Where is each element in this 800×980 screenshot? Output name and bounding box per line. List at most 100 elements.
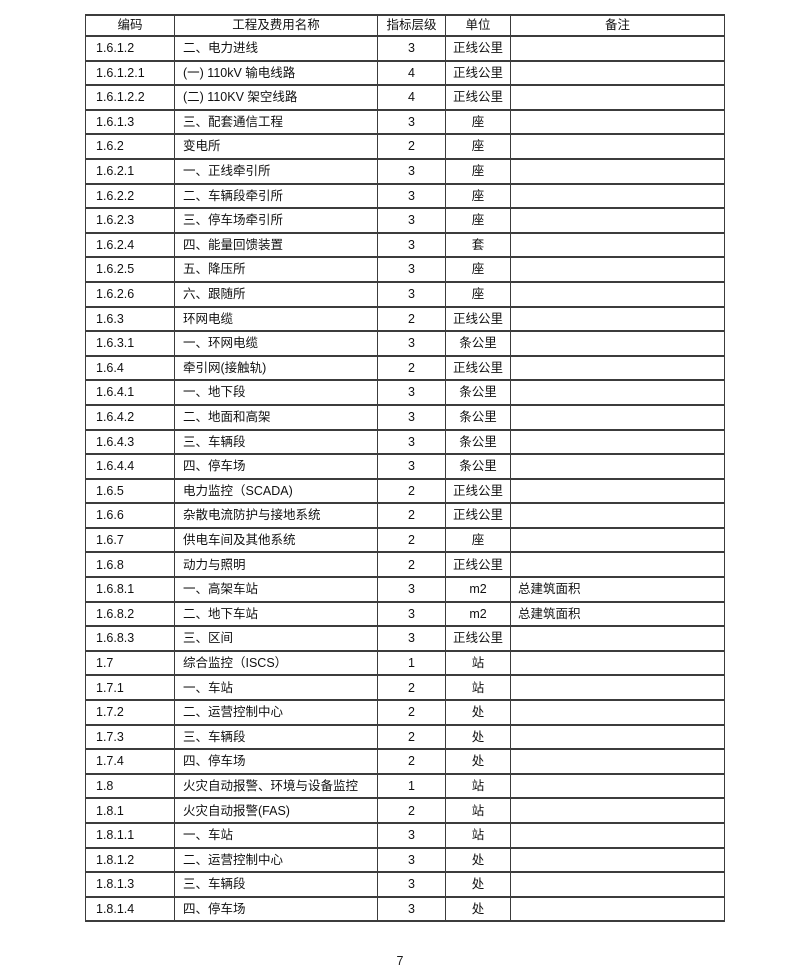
cell-unit: 座 <box>445 280 511 308</box>
cell-unit: 站 <box>445 674 511 702</box>
cell-level: 3 <box>377 600 446 628</box>
table-row: 1.6.2.5 五、降压所 3 座 <box>85 256 725 283</box>
cell-unit: 正线公里 <box>445 35 511 62</box>
cell-level: 3 <box>377 207 446 234</box>
cell-level: 3 <box>377 428 446 456</box>
cell-code: 1.6.4.3 <box>85 428 175 456</box>
cell-level: 1 <box>377 649 446 677</box>
table-row: 1.6.2.2 二、车辆段牵引所 3 座 <box>85 182 725 210</box>
cell-code: 1.6.7 <box>85 526 175 554</box>
cell-name: (一) 110kV 输电线路 <box>174 59 378 87</box>
cell-remark <box>510 699 725 726</box>
cell-level: 3 <box>377 895 446 923</box>
cell-level: 3 <box>377 822 446 849</box>
cell-unit: 处 <box>445 871 511 898</box>
cell-remark <box>510 772 725 800</box>
cell-name: 电力监控（SCADA) <box>174 477 378 505</box>
table-row: 1.6.1.2.1 (一) 110kV 输电线路 4 正线公里 <box>85 59 725 87</box>
cell-code: 1.6.3.1 <box>85 330 175 357</box>
table-row: 1.6.4 牵引网(接触轨) 2 正线公里 <box>85 354 725 382</box>
cell-name: 一、正线牵引所 <box>174 157 378 185</box>
cell-level: 3 <box>377 108 446 136</box>
cell-unit: 处 <box>445 748 511 775</box>
cell-remark <box>510 428 725 456</box>
cell-remark <box>510 526 725 554</box>
cell-unit: 座 <box>445 526 511 554</box>
cell-level: 2 <box>377 526 446 554</box>
cell-level: 2 <box>377 797 446 824</box>
cell-remark <box>510 305 725 333</box>
cell-name: 四、停车场 <box>174 453 378 480</box>
table-row: 1.6.2.4 四、能量回馈装置 3 套 <box>85 231 725 259</box>
cell-unit: 站 <box>445 822 511 849</box>
cell-name: 变电所 <box>174 133 378 160</box>
cell-remark <box>510 748 725 775</box>
cell-unit: 条公里 <box>445 403 511 431</box>
cell-unit: 处 <box>445 895 511 923</box>
cell-code: 1.6.8.1 <box>85 576 175 603</box>
cell-level: 2 <box>377 477 446 505</box>
cell-remark <box>510 59 725 87</box>
cell-unit: 座 <box>445 133 511 160</box>
table-row: 1.8.1 火灾自动报警(FAS) 2 站 <box>85 797 725 824</box>
cell-remark <box>510 871 725 898</box>
cell-level: 4 <box>377 59 446 87</box>
cell-remark <box>510 625 725 652</box>
cell-code: 1.6.2.1 <box>85 157 175 185</box>
cell-level: 3 <box>377 453 446 480</box>
cell-remark <box>510 477 725 505</box>
cell-level: 3 <box>377 35 446 62</box>
cell-remark: 总建筑面积 <box>510 600 725 628</box>
cell-name: 三、车辆段 <box>174 428 378 456</box>
cell-unit: 站 <box>445 797 511 824</box>
cell-unit: 座 <box>445 108 511 136</box>
cell-remark <box>510 797 725 824</box>
cell-remark <box>510 280 725 308</box>
cell-name: 火灾自动报警、环境与设备监控 <box>174 772 378 800</box>
cell-unit: 座 <box>445 207 511 234</box>
col-header-code: 编码 <box>85 14 175 37</box>
table-row: 1.6.4.1 一、地下段 3 条公里 <box>85 379 725 406</box>
cell-name: 二、电力进线 <box>174 35 378 62</box>
cell-level: 2 <box>377 354 446 382</box>
table-row: 1.6.1.3 三、配套通信工程 3 座 <box>85 108 725 136</box>
cell-remark <box>510 133 725 160</box>
cell-unit: m2 <box>445 600 511 628</box>
table-row: 1.6.4.2 二、地面和高架 3 条公里 <box>85 403 725 431</box>
cell-code: 1.6.4.4 <box>85 453 175 480</box>
cell-code: 1.6.4.2 <box>85 403 175 431</box>
cell-unit: 处 <box>445 723 511 751</box>
cell-code: 1.6.5 <box>85 477 175 505</box>
cell-unit: 正线公里 <box>445 477 511 505</box>
cell-code: 1.7.2 <box>85 699 175 726</box>
cell-remark <box>510 108 725 136</box>
cell-name: 一、车站 <box>174 822 378 849</box>
table-row: 1.6.3.1 一、环网电缆 3 条公里 <box>85 330 725 357</box>
cell-remark <box>510 379 725 406</box>
cell-name: 环网电缆 <box>174 305 378 333</box>
cell-level: 3 <box>377 379 446 406</box>
cell-remark <box>510 846 725 874</box>
cell-code: 1.6.1.2.1 <box>85 59 175 87</box>
cell-code: 1.8.1 <box>85 797 175 824</box>
table-row: 1.7 综合监控（ISCS） 1 站 <box>85 649 725 677</box>
cell-level: 4 <box>377 84 446 111</box>
cell-remark <box>510 330 725 357</box>
cell-level: 2 <box>377 502 446 529</box>
cell-remark <box>510 84 725 111</box>
cell-remark <box>510 649 725 677</box>
cell-name: 一、车站 <box>174 674 378 702</box>
cell-code: 1.6.8 <box>85 551 175 579</box>
cell-level: 3 <box>377 576 446 603</box>
cell-name: 动力与照明 <box>174 551 378 579</box>
cell-unit: 正线公里 <box>445 354 511 382</box>
table-row: 1.8 火灾自动报警、环境与设备监控 1 站 <box>85 772 725 800</box>
cell-unit: 正线公里 <box>445 502 511 529</box>
table-row: 1.8.1.1 一、车站 3 站 <box>85 822 725 849</box>
table-row: 1.6.8.1 一、高架车站 3 m2 总建筑面积 <box>85 576 725 603</box>
cell-remark <box>510 453 725 480</box>
cell-code: 1.6.4.1 <box>85 379 175 406</box>
table-row: 1.6.8.3 三、区间 3 正线公里 <box>85 625 725 652</box>
cell-name: 供电车间及其他系统 <box>174 526 378 554</box>
table-row: 1.6.1.2 二、电力进线 3 正线公里 <box>85 35 725 62</box>
